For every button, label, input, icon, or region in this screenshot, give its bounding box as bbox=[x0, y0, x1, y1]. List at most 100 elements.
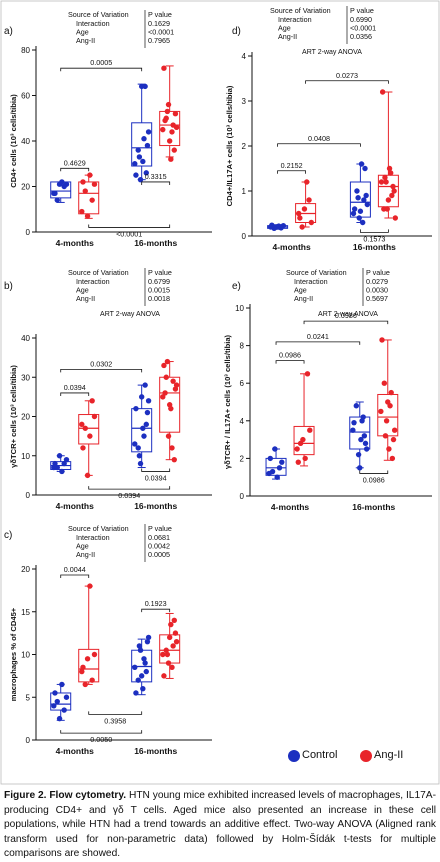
legend-control-label: Control bbox=[302, 749, 338, 761]
significance-bracket bbox=[141, 608, 171, 613]
data-point bbox=[308, 219, 315, 226]
anova-header-source: Source of Variation bbox=[68, 10, 129, 19]
y-tick-label: 10 bbox=[21, 651, 30, 660]
x-category-label: 4-months bbox=[56, 501, 95, 511]
data-point bbox=[171, 617, 177, 623]
data-point bbox=[82, 188, 88, 194]
data-point bbox=[54, 698, 60, 705]
data-point bbox=[80, 445, 86, 451]
data-point bbox=[61, 460, 67, 467]
data-point bbox=[165, 660, 172, 666]
y-tick-label: 8 bbox=[240, 342, 245, 351]
anova-row-label: Ang-II bbox=[278, 32, 297, 41]
data-point bbox=[140, 686, 146, 692]
data-point bbox=[133, 690, 139, 696]
data-point bbox=[56, 715, 63, 722]
data-point bbox=[355, 195, 361, 201]
anova-header-source: Source of Variation bbox=[68, 524, 129, 533]
data-point bbox=[79, 208, 85, 215]
x-category-label: 16-months bbox=[353, 242, 396, 252]
data-point bbox=[171, 147, 177, 153]
anova-header-source: Source of Variation bbox=[270, 6, 331, 15]
data-point bbox=[79, 421, 85, 428]
anova-row-value: 0.0015 bbox=[148, 286, 170, 295]
anova-row-value: 0.0030 bbox=[366, 286, 388, 295]
x-category-label: 4-months bbox=[272, 242, 311, 252]
data-point bbox=[168, 156, 174, 162]
data-point bbox=[138, 83, 145, 90]
data-point bbox=[388, 389, 394, 396]
data-point bbox=[361, 433, 368, 439]
data-point bbox=[382, 174, 388, 181]
figure-caption: Figure 2. Flow cytometry. HTN young mice… bbox=[4, 789, 436, 862]
x-category-label: 16-months bbox=[134, 746, 177, 756]
data-point bbox=[301, 206, 308, 212]
data-point bbox=[173, 638, 180, 645]
anova-row-value: 0.0005 bbox=[148, 550, 170, 559]
figure-canvas: a) Source of Variation P value Interaction 0… bbox=[0, 0, 440, 785]
pvalue-label: 0.1923 bbox=[145, 599, 167, 608]
pvalue-label: 0.1573 bbox=[363, 234, 385, 243]
pvalue-label: 0.0005 bbox=[90, 58, 112, 67]
data-point bbox=[163, 374, 169, 380]
data-point bbox=[136, 643, 143, 649]
x-category-label: 16-months bbox=[134, 501, 177, 511]
caption-label: Figure 2. Flow cytometry. bbox=[4, 790, 127, 801]
data-point bbox=[299, 224, 305, 230]
panel-label: e) bbox=[232, 281, 241, 292]
y-axis-label: γδTCR+ / IL17A+ cells (10³ cells/tibia) bbox=[223, 334, 232, 469]
significance-bracket bbox=[60, 369, 143, 373]
data-point bbox=[172, 111, 179, 117]
data-point bbox=[279, 459, 285, 465]
significance-bracket bbox=[360, 229, 389, 233]
data-point bbox=[351, 206, 358, 212]
anova-row-value: 0.6799 bbox=[148, 277, 170, 286]
data-point bbox=[91, 413, 98, 420]
data-point bbox=[145, 398, 152, 404]
y-tick-label: 0 bbox=[240, 492, 245, 501]
anova-row-label: Ang-II bbox=[76, 550, 95, 559]
y-tick-label: 5 bbox=[26, 693, 31, 702]
y-tick-label: 80 bbox=[21, 46, 30, 55]
pvalue-label: 0.0044 bbox=[64, 565, 86, 574]
anova-header-pvalue: P value bbox=[148, 268, 172, 277]
data-point bbox=[140, 158, 146, 165]
pvalue-label: 0.0394 bbox=[118, 491, 140, 500]
y-axis-label: CD4+ cells (10³ cells/tibia) bbox=[9, 94, 18, 188]
data-point bbox=[138, 394, 145, 400]
data-point bbox=[161, 65, 167, 71]
pvalue-label: 0.0050 bbox=[90, 735, 112, 744]
anova-row-label: Ang-II bbox=[76, 36, 95, 45]
y-axis-label: macrophages % of CD45+ bbox=[9, 607, 18, 701]
data-point bbox=[383, 418, 390, 424]
data-point bbox=[383, 179, 389, 185]
data-point bbox=[143, 421, 149, 428]
data-point bbox=[358, 436, 364, 443]
data-point bbox=[56, 453, 63, 459]
y-tick-label: 2 bbox=[240, 454, 245, 463]
pvalue-label: 0.4629 bbox=[64, 158, 86, 167]
anova-row-label: Interaction bbox=[278, 15, 312, 24]
data-point bbox=[306, 197, 312, 203]
data-point bbox=[269, 222, 275, 228]
data-point bbox=[173, 382, 180, 388]
pvalue-label: 0.0273 bbox=[336, 71, 358, 80]
anova-row-value: 0.0279 bbox=[366, 277, 388, 286]
data-point bbox=[141, 136, 147, 142]
data-point bbox=[61, 707, 67, 713]
y-tick-label: 2 bbox=[242, 142, 247, 151]
data-point bbox=[354, 188, 360, 194]
pvalue-label: 0.0408 bbox=[308, 134, 330, 143]
data-point bbox=[166, 138, 173, 144]
y-tick-label: 20 bbox=[21, 413, 30, 422]
data-point bbox=[143, 668, 149, 675]
anova-row-label: Ang-II bbox=[294, 294, 313, 303]
data-point bbox=[304, 371, 311, 377]
data-point bbox=[170, 643, 176, 649]
pvalue-label: 0.0302 bbox=[90, 359, 112, 368]
data-point bbox=[145, 634, 152, 641]
y-tick-label: 0 bbox=[26, 736, 31, 745]
data-point bbox=[295, 459, 301, 465]
data-point bbox=[164, 358, 171, 365]
significance-bracket bbox=[60, 67, 143, 72]
